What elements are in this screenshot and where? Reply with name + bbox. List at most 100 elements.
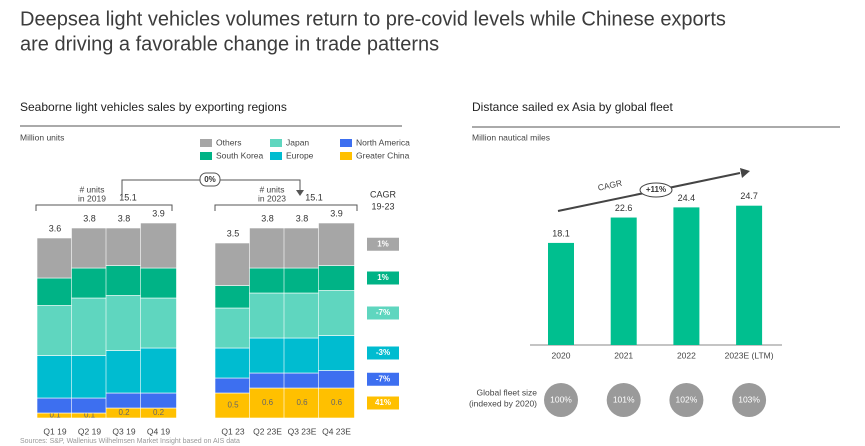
cagr-value: -7%: [376, 308, 390, 317]
x-tick-label: Q4 23E: [322, 426, 351, 436]
fleet-label: Global fleet size: [477, 387, 538, 397]
bar-segment: [214, 392, 252, 419]
x-tick-label: Q2 23E: [253, 426, 282, 436]
legend-swatch: [340, 152, 352, 160]
cagr-value: +11%: [646, 185, 666, 194]
cagr-badge: [639, 182, 673, 198]
bar-segment: [318, 265, 355, 291]
group-label: in 2023: [258, 193, 286, 203]
legend-swatch: [200, 152, 212, 160]
bar-segment: [214, 377, 252, 394]
bar-segment: [214, 285, 252, 309]
bar-segment: [36, 277, 74, 306]
cagr-box: [367, 346, 399, 360]
x-tick-label: Q1 23: [221, 426, 244, 436]
cagr-box: [367, 237, 399, 251]
cagr-value: -3%: [376, 348, 390, 357]
change-label: 0%: [204, 175, 216, 184]
x-tick-label: 2023E (LTM): [725, 350, 774, 360]
bar-segment: [283, 372, 321, 389]
bar-segment: [71, 267, 108, 299]
bracket: [214, 204, 358, 211]
bar-segment: [283, 387, 321, 419]
total-label: 3.6: [49, 223, 62, 233]
cagr-header: CAGR: [370, 189, 397, 199]
segment-label: 0.5: [227, 401, 239, 410]
cagr-box: [367, 372, 399, 386]
bar-segment: [283, 267, 321, 294]
total-label: 3.8: [118, 213, 131, 223]
bar-segment: [249, 227, 286, 269]
source: Sources: S&P, Wallenius Wilhelmsen Marke…: [20, 438, 240, 445]
bar: [548, 242, 574, 345]
bar-segment: [249, 372, 286, 389]
bar-segment: [318, 290, 355, 336]
total-label: 3.8: [261, 213, 274, 223]
right-subtitle: Distance sailed ex Asia by global fleet: [472, 100, 673, 114]
group-label: in 2019: [78, 193, 106, 203]
fleet-circle: [732, 383, 767, 417]
segment-label: 0.2: [153, 408, 165, 417]
x-tick-label: Q2 19: [78, 426, 101, 436]
cagr-box: [367, 396, 399, 410]
bar-segment: [140, 222, 177, 269]
bar-segment: [249, 337, 286, 374]
cagr-value: 41%: [375, 398, 391, 407]
bar-segment: [105, 295, 143, 351]
x-tick-label: 2021: [614, 350, 633, 360]
legend-swatch: [270, 139, 282, 147]
x-tick-label: Q1 19: [43, 426, 66, 436]
bar-segment: [283, 337, 321, 374]
bar-segment: [105, 350, 143, 394]
value-label: 24.4: [678, 193, 696, 203]
cagr-box: [367, 306, 399, 320]
bar-segment: [71, 297, 108, 356]
segment-label: 0.2: [118, 408, 130, 417]
cagr-period: 19-23: [371, 201, 394, 211]
bar-segment: [249, 387, 286, 419]
fleet-circle: [669, 383, 704, 417]
cagr-value: 1%: [377, 239, 389, 248]
total-label: 3.5: [227, 228, 240, 238]
unit-label: Million nautical miles: [472, 132, 550, 142]
bar-segment: [140, 297, 177, 349]
bar-segment: [283, 227, 321, 269]
segment-label: 0.6: [262, 398, 274, 407]
bar-segment: [140, 347, 177, 394]
bar-segment: [214, 307, 252, 349]
total-label: 3.8: [296, 213, 309, 223]
total-label: 3.9: [152, 208, 165, 218]
arrow-head: [296, 190, 304, 196]
fleet-value: 103%: [738, 394, 760, 404]
legend-label: South Korea: [216, 150, 264, 160]
group-total: 15.1: [305, 192, 323, 202]
bar-segment: [318, 222, 355, 266]
group-label: # units: [79, 184, 104, 194]
bar-segment: [36, 397, 74, 414]
x-tick-label: 2020: [552, 350, 571, 360]
cagr-box: [367, 271, 399, 285]
bar-segment: [249, 267, 286, 294]
fleet-value: 101%: [613, 394, 635, 404]
bracket: [35, 204, 173, 211]
bar-segment: [71, 355, 108, 399]
legend-label: Japan: [286, 137, 309, 147]
bar-segment: [214, 242, 252, 286]
value-label: 24.7: [740, 191, 758, 201]
bar-segment: [105, 265, 143, 296]
left-subtitle: Seaborne light vehicles sales by exporti…: [20, 100, 287, 114]
value-label: 18.1: [552, 228, 570, 238]
segment-label: 0.6: [331, 398, 343, 407]
change-badge: [199, 172, 221, 187]
legend-swatch: [340, 139, 352, 147]
fleet-value: 102%: [676, 394, 698, 404]
fleet-circle: [544, 383, 578, 417]
bar: [673, 207, 700, 345]
group-total: 15.1: [119, 192, 137, 202]
x-tick-label: 2022: [677, 350, 696, 360]
bar-segment: [36, 305, 74, 356]
legend-label: Europe: [286, 150, 314, 160]
cagr-label: CAGR: [597, 178, 623, 193]
bar-segment: [318, 335, 355, 371]
x-tick-label: Q4 19: [147, 426, 170, 436]
